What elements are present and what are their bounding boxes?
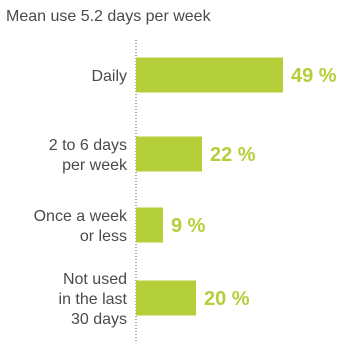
- bar-2: [136, 207, 163, 243]
- category-labels-group: Daily 2 to 6 days per week Once a week or le…: [34, 68, 128, 328]
- value-label-2: 9 %: [171, 215, 206, 237]
- value-label-0: 49 %: [291, 65, 337, 87]
- category-label-line: 2 to 6 days: [49, 137, 127, 154]
- category-label-0: Daily: [91, 68, 127, 85]
- value-labels-group: 49 % 22 % 9 % 20 %: [171, 65, 337, 310]
- bar-0: [136, 57, 283, 93]
- bar-1: [136, 136, 202, 172]
- bars-group: [136, 57, 283, 316]
- value-label-1: 22 %: [210, 144, 256, 166]
- category-label-3: Not used in the last 30 days: [59, 271, 128, 328]
- category-label-line: 30 days: [71, 311, 127, 328]
- category-label-2: Once a week or less: [34, 208, 128, 245]
- category-label-line: Once a week: [34, 208, 128, 225]
- category-label-line: Not used: [63, 271, 127, 288]
- chart-title: Mean use 5.2 days per week: [6, 8, 211, 25]
- category-label-line: in the last: [59, 291, 128, 308]
- category-label-line: or less: [80, 228, 127, 245]
- bar-3: [136, 280, 196, 316]
- category-label-line: Daily: [91, 68, 127, 85]
- category-label-line: per week: [62, 157, 128, 174]
- value-label-3: 20 %: [204, 288, 250, 310]
- category-label-1: 2 to 6 days per week: [49, 137, 128, 174]
